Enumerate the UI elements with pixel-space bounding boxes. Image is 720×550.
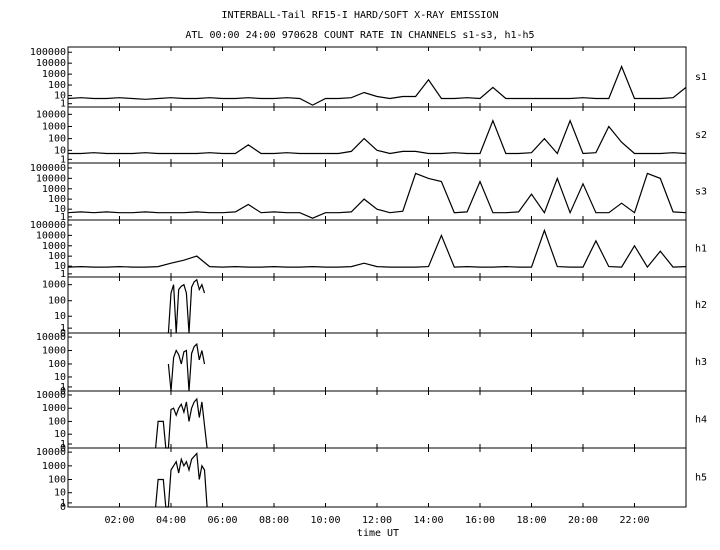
data-line bbox=[67, 228, 687, 269]
chart-title: INTERBALL-Tail RF15-I HARD/SOFT X-RAY EM… bbox=[222, 10, 499, 21]
y-tick-label: 10 bbox=[54, 261, 66, 272]
y-tick-label: 10000 bbox=[36, 447, 66, 458]
y-tick-label: 100 bbox=[48, 296, 66, 307]
y-tick-label: 100 bbox=[48, 194, 66, 205]
x-tick-label: 16:00 bbox=[465, 515, 495, 526]
series-label: h4 bbox=[695, 415, 707, 426]
data-line bbox=[167, 342, 206, 392]
y-tick-label: 10 bbox=[54, 204, 66, 215]
y-tick-label: 1000 bbox=[42, 346, 66, 357]
series-label: s3 bbox=[695, 187, 707, 198]
y-tick-label: 1000 bbox=[42, 69, 66, 80]
y-tick-label: 1 bbox=[60, 498, 66, 509]
data-line bbox=[155, 452, 208, 508]
x-tick-label: 12:00 bbox=[362, 515, 392, 526]
y-tick-label: 10 bbox=[54, 372, 66, 383]
data-line bbox=[167, 278, 206, 334]
y-tick-label: 10000 bbox=[36, 332, 66, 343]
x-tick-label: 14:00 bbox=[413, 515, 443, 526]
y-tick-label: 1000 bbox=[42, 461, 66, 472]
y-tick-label: 10 bbox=[54, 488, 66, 499]
y-tick-label: 100 bbox=[48, 359, 66, 370]
y-tick-label: 1000 bbox=[42, 403, 66, 414]
series-label: h3 bbox=[695, 357, 707, 368]
chart-subtitle: ATL 00:00 24:00 970628 COUNT RATE IN CHA… bbox=[185, 30, 534, 41]
y-tick-label: 10000 bbox=[36, 173, 66, 184]
y-tick-label: 1000 bbox=[42, 241, 66, 252]
series-label: h1 bbox=[695, 244, 707, 255]
series-label: h5 bbox=[695, 473, 707, 484]
y-tick-label: 1000 bbox=[42, 121, 66, 132]
y-tick-label: 100000 bbox=[30, 163, 66, 174]
y-tick-label: 10000 bbox=[36, 230, 66, 241]
y-tick-label: 100 bbox=[48, 80, 66, 91]
y-tick-label: 10000 bbox=[36, 390, 66, 401]
y-tick-label: 1 bbox=[60, 439, 66, 450]
y-tick-label: 0 bbox=[60, 328, 66, 339]
x-axis-title: time UT bbox=[357, 528, 399, 539]
y-tick-label: 0 bbox=[60, 502, 66, 513]
y-tick-label: 10000 bbox=[36, 58, 66, 69]
y-tick-label: 100000 bbox=[30, 47, 66, 58]
y-tick-label: 1 bbox=[60, 269, 66, 280]
x-tick-label: 06:00 bbox=[207, 515, 237, 526]
x-tick-label: 08:00 bbox=[259, 515, 289, 526]
y-tick-label: 10 bbox=[54, 91, 66, 102]
y-tick-label: 100 bbox=[48, 134, 66, 145]
y-tick-label: 100000 bbox=[30, 220, 66, 231]
x-tick-label: 04:00 bbox=[156, 515, 186, 526]
x-tick-label: 18:00 bbox=[516, 515, 546, 526]
y-tick-label: 0 bbox=[60, 386, 66, 397]
y-tick-label: 10 bbox=[54, 145, 66, 156]
y-tick-label: 100 bbox=[48, 475, 66, 486]
data-line bbox=[67, 172, 687, 219]
x-tick-label: 22:00 bbox=[619, 515, 649, 526]
series-label: s2 bbox=[695, 130, 707, 141]
y-tick-label: 1000 bbox=[42, 184, 66, 195]
x-tick-label: 20:00 bbox=[568, 515, 598, 526]
y-tick-label: 1 bbox=[60, 323, 66, 334]
series-label: s1 bbox=[695, 72, 707, 83]
data-line bbox=[67, 64, 687, 106]
y-tick-label: 1 bbox=[60, 154, 66, 165]
y-tick-label: 10 bbox=[54, 311, 66, 322]
data-line bbox=[155, 397, 208, 449]
y-tick-label: 10000 bbox=[36, 109, 66, 120]
y-tick-label: 1 bbox=[60, 212, 66, 223]
y-tick-label: 1000 bbox=[42, 280, 66, 291]
y-tick-label: 100 bbox=[48, 416, 66, 427]
y-tick-label: 0 bbox=[60, 443, 66, 454]
y-tick-label: 10 bbox=[54, 429, 66, 440]
data-line bbox=[68, 119, 687, 155]
series-label: h2 bbox=[695, 300, 707, 311]
y-tick-label: 100 bbox=[48, 251, 66, 262]
y-tick-label: 1 bbox=[60, 382, 66, 393]
x-tick-label: 10:00 bbox=[310, 515, 340, 526]
y-tick-label: 1 bbox=[60, 99, 66, 110]
x-tick-label: 02:00 bbox=[104, 515, 134, 526]
